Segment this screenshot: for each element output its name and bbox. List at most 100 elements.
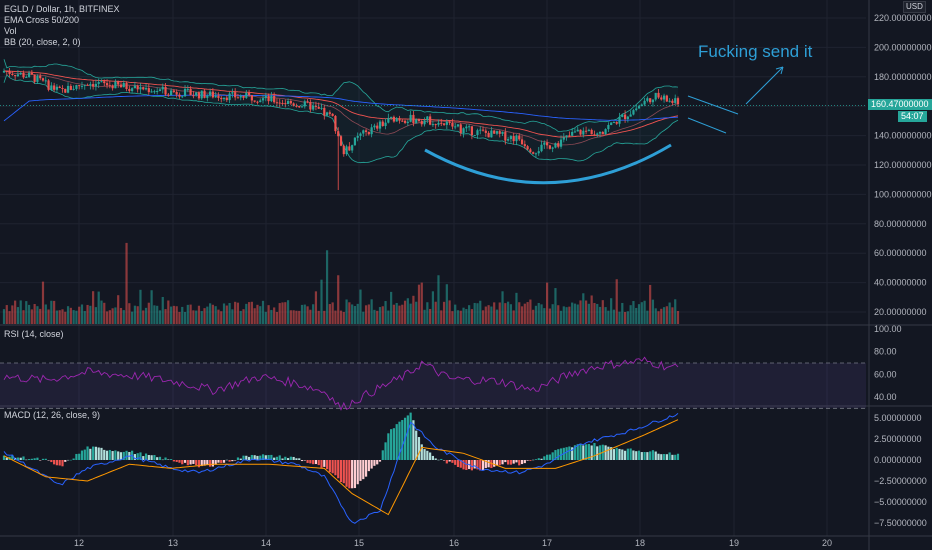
symbol-title[interactable]: EGLD / Dollar, 1h, BITFINEX (4, 4, 120, 14)
volume-bar (147, 302, 150, 324)
volume-bar (554, 288, 557, 324)
candle-body (83, 84, 86, 86)
volume-bar (665, 306, 668, 324)
ema-legend[interactable]: EMA Cross 50/200 (4, 15, 80, 25)
macd-legend[interactable]: MACD (12, 26, close, 9) (4, 410, 101, 420)
candle-body (623, 114, 627, 120)
candle-body (665, 95, 668, 102)
volume-bar (331, 302, 334, 324)
volume-bar (66, 306, 70, 324)
volume-bar (537, 302, 540, 324)
volume-bar (86, 304, 89, 324)
macd-histogram-bar (351, 460, 354, 489)
candle-body (147, 88, 150, 93)
candle-body (53, 85, 56, 90)
volume-bar (16, 307, 20, 324)
time-tick-label: 14 (261, 538, 271, 548)
macd-line (3, 413, 679, 524)
candle-body (170, 90, 173, 96)
candle-body (537, 151, 540, 154)
volume-bar (551, 304, 554, 324)
volume-bar (646, 310, 649, 324)
candle-body (61, 88, 64, 90)
volume-bar (509, 304, 512, 324)
macd-histogram-bar (44, 458, 47, 460)
candle-body (253, 100, 256, 102)
volume-bar (643, 300, 646, 324)
macd-histogram-bar (676, 453, 680, 460)
candle-body (676, 98, 680, 105)
price-tick-label: 80.00000000 (874, 219, 927, 229)
candle-body (125, 83, 128, 89)
candle-body (337, 131, 340, 137)
volume-bar (387, 310, 390, 324)
volume-bar (376, 310, 379, 324)
candle-body (36, 75, 39, 82)
candle-body (456, 124, 460, 127)
macd-histogram-bar (309, 460, 312, 464)
candle-body (554, 143, 557, 148)
candle-body (604, 129, 607, 135)
candle-body (621, 114, 624, 117)
candle-body (429, 116, 432, 125)
bb-legend[interactable]: BB (20, close, 2, 0) (4, 37, 81, 47)
candle-body (309, 102, 312, 110)
volume-bar (470, 309, 474, 324)
annotation-text[interactable]: Fucking send it (698, 42, 813, 61)
volume-bar (303, 304, 306, 324)
macd-histogram-bar (136, 453, 139, 460)
macd-histogram-bar (426, 450, 429, 460)
volume-bar (562, 306, 565, 324)
candle-body (72, 88, 75, 90)
candle-body (220, 97, 223, 100)
macd-histogram-bar (520, 460, 524, 465)
candle-body (128, 88, 131, 91)
macd-histogram-bar (451, 460, 454, 463)
candle-body (142, 87, 145, 90)
candle-body (203, 90, 206, 98)
candle-body (325, 112, 329, 116)
volume-bar (426, 302, 429, 324)
candle-body (41, 78, 45, 81)
candle-body (181, 96, 184, 98)
rsi-tick-label: 80.00 (874, 347, 897, 357)
candle-body (164, 86, 167, 95)
vol-legend[interactable]: Vol (4, 26, 17, 36)
macd-histogram-bar (582, 445, 585, 460)
macd-histogram-bar (515, 460, 518, 463)
price-tick-label: 200.00000000 (874, 42, 932, 52)
macd-histogram-bar (58, 460, 61, 466)
candle-body (247, 92, 251, 96)
currency-label[interactable]: USD (903, 1, 926, 13)
volume-bar (69, 307, 72, 324)
volume-bar (612, 309, 616, 324)
volume-bar (493, 302, 496, 324)
price-tick-label: 120.00000000 (874, 160, 932, 170)
time-tick-label: 19 (729, 538, 739, 548)
volume-bar (131, 311, 134, 324)
volume-bar (587, 303, 590, 324)
candle-body (320, 107, 323, 109)
candle-body (512, 136, 515, 142)
volume-bar (654, 308, 657, 324)
volume-bar (192, 310, 195, 324)
candle-body (626, 116, 629, 120)
macd-histogram-bar (11, 454, 14, 460)
price-tick-label: 140.00000000 (874, 131, 932, 141)
candle-body (378, 121, 382, 129)
volume-bar (108, 310, 111, 324)
volume-bar (133, 305, 137, 324)
candle-body (401, 120, 404, 122)
volume-bar (256, 304, 259, 324)
candle-body (459, 124, 462, 134)
volume-bar (384, 301, 387, 324)
macd-histogram-bar (395, 424, 398, 460)
volume-bar (356, 303, 359, 324)
rsi-legend[interactable]: RSI (14, close) (4, 329, 64, 339)
macd-histogram-bar (534, 459, 538, 460)
volume-bar (64, 311, 67, 324)
volume-bar (97, 291, 100, 324)
macd-histogram-bar (64, 460, 67, 462)
volume-bar (312, 304, 315, 324)
candle-body (16, 74, 20, 77)
